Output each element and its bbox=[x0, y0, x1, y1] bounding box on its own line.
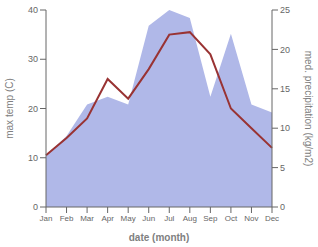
svg-text:30: 30 bbox=[28, 54, 38, 64]
svg-text:date (month): date (month) bbox=[129, 232, 190, 243]
svg-text:Aug: Aug bbox=[183, 214, 197, 223]
svg-text:Jun: Jun bbox=[142, 214, 155, 223]
svg-text:Oct: Oct bbox=[225, 214, 238, 223]
svg-text:20: 20 bbox=[280, 45, 290, 55]
svg-text:max temp (C): max temp (C) bbox=[8, 78, 15, 139]
svg-text:0: 0 bbox=[33, 202, 38, 212]
svg-text:med. precipitation (kg/m2): med. precipitation (kg/m2) bbox=[303, 51, 310, 167]
svg-text:10: 10 bbox=[28, 153, 38, 163]
svg-text:0: 0 bbox=[280, 202, 285, 212]
svg-text:Nov: Nov bbox=[244, 214, 258, 223]
svg-text:Mar: Mar bbox=[80, 214, 94, 223]
svg-text:15: 15 bbox=[280, 84, 290, 94]
svg-text:Feb: Feb bbox=[60, 214, 74, 223]
svg-text:Jul: Jul bbox=[164, 214, 174, 223]
svg-text:5: 5 bbox=[280, 163, 285, 173]
svg-text:Jan: Jan bbox=[40, 214, 53, 223]
svg-text:40: 40 bbox=[28, 5, 38, 15]
svg-text:Apr: Apr bbox=[101, 214, 114, 223]
svg-text:May: May bbox=[121, 214, 136, 223]
svg-text:10: 10 bbox=[280, 123, 290, 133]
svg-text:25: 25 bbox=[280, 5, 290, 15]
svg-text:20: 20 bbox=[28, 104, 38, 114]
svg-text:Sep: Sep bbox=[203, 214, 218, 223]
svg-text:Dec: Dec bbox=[265, 214, 279, 223]
